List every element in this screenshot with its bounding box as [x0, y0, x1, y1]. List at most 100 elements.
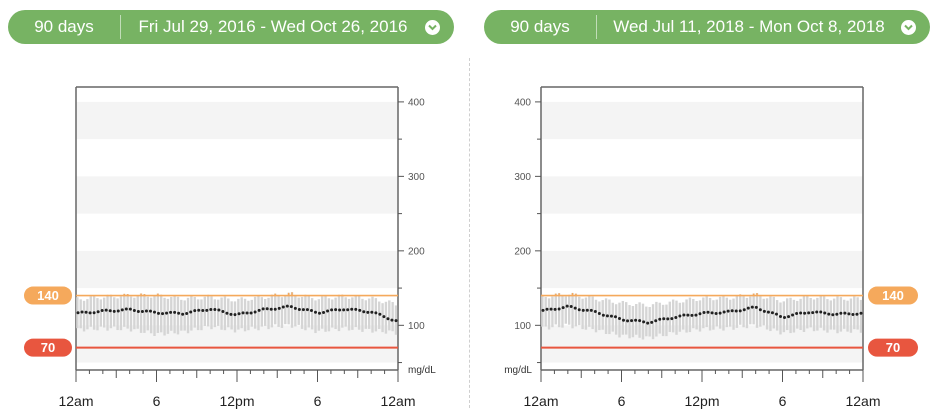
median-point [382, 315, 386, 319]
date-range-label[interactable]: Fri Jul 29, 2016 - Wed Oct 26, 2016 [138, 17, 408, 36]
median-point [791, 313, 795, 317]
median-point [851, 313, 855, 317]
median-point [601, 313, 605, 317]
background-stripe [76, 176, 398, 214]
target-low-badge-label: 70 [41, 340, 55, 355]
median-point [309, 309, 313, 313]
median-point [165, 311, 169, 315]
x-tick-label: 6 [153, 393, 161, 409]
median-point [545, 307, 549, 311]
median-point [253, 310, 257, 314]
median-point [613, 315, 617, 319]
median-point [557, 307, 561, 311]
median-point [342, 308, 346, 312]
chevron-down-icon[interactable] [901, 19, 916, 35]
median-point [855, 312, 859, 316]
median-point [322, 310, 326, 314]
x-tick-label: 12pm [219, 393, 254, 409]
median-point [346, 308, 350, 312]
median-point [698, 312, 702, 316]
median-point [823, 311, 827, 315]
date-range-selector-right[interactable]: 90 days Wed Jul 11, 2018 - Mon Oct 8, 20… [484, 10, 930, 44]
y-tick-label: 400 [514, 97, 531, 108]
median-point [597, 312, 601, 316]
median-point [589, 308, 593, 312]
median-point [390, 318, 394, 322]
median-point [293, 306, 297, 310]
median-point [305, 308, 309, 312]
median-point [88, 311, 92, 315]
median-point [84, 310, 88, 314]
median-point [581, 308, 585, 312]
median-point [730, 309, 734, 313]
target-high-badge: 140 [24, 286, 72, 305]
median-point [112, 309, 116, 313]
median-point [241, 311, 245, 315]
median-point [80, 310, 84, 314]
x-tick-label: 12am [523, 393, 558, 409]
background-stripe [76, 250, 398, 289]
median-point [819, 310, 823, 314]
median-point [847, 312, 851, 316]
period-label[interactable]: 90 days [8, 15, 121, 39]
median-point [686, 313, 690, 317]
median-point [682, 313, 686, 317]
target-high-badge-label: 140 [37, 288, 59, 303]
median-point [229, 312, 233, 316]
y-tick-label: 100 [408, 321, 425, 332]
median-point [225, 311, 229, 315]
median-point [678, 314, 682, 318]
median-point [394, 319, 398, 323]
median-point [76, 311, 80, 315]
median-point [193, 309, 197, 313]
y-tick-label: 200 [408, 246, 425, 257]
median-point [378, 312, 382, 316]
median-point [233, 313, 237, 317]
date-range-selector-left[interactable]: 90 days Fri Jul 29, 2016 - Wed Oct 26, 2… [8, 10, 454, 44]
period-label[interactable]: 90 days [484, 15, 597, 39]
target-low-badge-label: 70 [886, 340, 900, 355]
median-point [265, 307, 269, 311]
median-point [650, 320, 654, 324]
median-point [330, 308, 334, 312]
median-point [770, 311, 774, 315]
median-point [189, 310, 193, 314]
y-tick-label: 300 [408, 172, 425, 183]
median-point [289, 305, 293, 309]
median-point [334, 308, 338, 312]
median-point [354, 307, 358, 311]
median-point [605, 314, 609, 318]
median-point [726, 309, 730, 313]
median-point [706, 310, 710, 314]
median-point [350, 307, 354, 311]
median-point [92, 311, 96, 315]
median-point [827, 312, 831, 316]
median-point [734, 309, 738, 313]
median-point [754, 305, 758, 309]
chevron-down-icon[interactable] [425, 19, 440, 35]
background-stripe [76, 325, 398, 363]
median-point [634, 318, 638, 322]
panel-divider [469, 58, 470, 408]
median-point [541, 308, 545, 312]
median-point [662, 317, 666, 321]
median-point [100, 309, 104, 313]
date-range-label[interactable]: Wed Jul 11, 2018 - Mon Oct 8, 2018 [613, 17, 885, 36]
median-point [690, 313, 694, 317]
x-tick-label: 12am [58, 393, 93, 409]
median-point [666, 317, 670, 321]
median-point [201, 309, 205, 313]
median-point [173, 310, 177, 314]
median-point [750, 305, 754, 309]
median-point [646, 321, 650, 325]
median-point [338, 308, 342, 312]
median-point [843, 311, 847, 315]
median-point [96, 310, 100, 314]
median-point [221, 309, 225, 313]
median-point [249, 311, 253, 315]
target-low-badge: 70 [24, 338, 72, 357]
median-point [318, 311, 322, 315]
median-point [859, 311, 863, 315]
median-point [710, 311, 714, 315]
median-point [169, 310, 173, 314]
